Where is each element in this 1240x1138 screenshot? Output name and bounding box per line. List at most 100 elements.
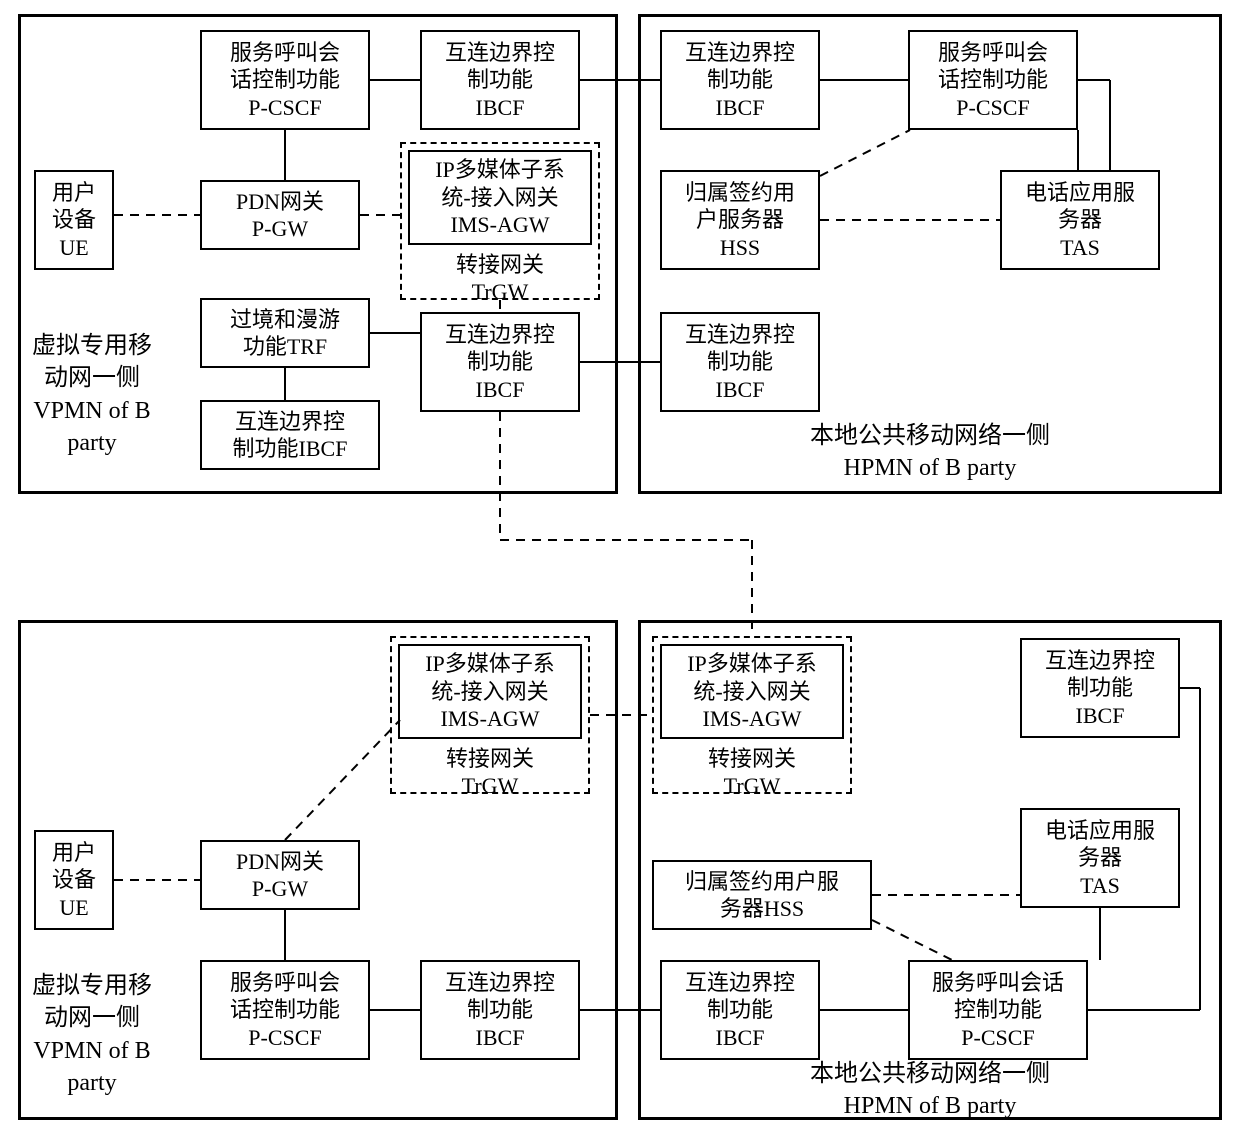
node-line: 过境和漫游 xyxy=(230,306,340,334)
node-line: 务器 xyxy=(1078,844,1122,872)
node-line: UE xyxy=(59,234,88,262)
node-line: 话控制功能 xyxy=(230,996,340,1024)
node-line: IMS-AGW xyxy=(441,705,540,733)
node-line: TAS xyxy=(1060,234,1100,262)
diagram-node: 互连边界控制功能IBCF xyxy=(200,400,380,470)
ims-agw-node: IP多媒体子系统-接入网关IMS-AGW xyxy=(408,150,592,245)
node-line: 互连边界控 xyxy=(1045,647,1155,675)
node-line: 制功能 xyxy=(707,66,773,94)
node-line: 服务呼叫会 xyxy=(230,39,340,67)
node-line: PDN网关 xyxy=(236,848,324,876)
node-line: 用户 xyxy=(52,179,96,207)
node-line: 话控制功能 xyxy=(230,66,340,94)
diagram-node: 电话应用服务器TAS xyxy=(1000,170,1160,270)
diagram-node: 服务呼叫会话控制功能P-CSCF xyxy=(908,30,1078,130)
node-line: 互连边界控 xyxy=(445,969,555,997)
node-line: IBCF xyxy=(476,1024,525,1052)
node-line: IBCF xyxy=(716,376,765,404)
node-line: TAS xyxy=(1080,872,1120,900)
node-line: 服务呼叫会 xyxy=(938,39,1048,67)
node-line: 互连边界控 xyxy=(445,321,555,349)
node-line: TrGW xyxy=(658,772,846,800)
node-line: 务器 xyxy=(1058,206,1102,234)
node-line: 转接网关 xyxy=(396,745,584,773)
node-line: 制功能 xyxy=(467,996,533,1024)
trgw-group: IP多媒体子系统-接入网关IMS-AGW转接网关TrGW xyxy=(400,142,600,300)
diagram-node: 用户设备UE xyxy=(34,830,114,930)
diagram-node: 电话应用服务器TAS xyxy=(1020,808,1180,908)
node-line: 归属签约用 xyxy=(685,179,795,207)
region-label: 本地公共移动网络一侧 HPMN of B party xyxy=(810,420,1050,485)
node-line: IBCF xyxy=(1076,702,1125,730)
node-line: 互连边界控 xyxy=(685,39,795,67)
node-line: 制功能 xyxy=(467,66,533,94)
node-line: 归属签约用户服 xyxy=(685,868,839,896)
region-label: 虚拟专用移 动网一侧 VPMN of B party xyxy=(32,330,152,460)
diagram-node: 互连边界控制功能IBCF xyxy=(420,312,580,412)
node-line: 制功能 xyxy=(1067,674,1133,702)
node-line: 互连边界控 xyxy=(445,39,555,67)
trgw-group: IP多媒体子系统-接入网关IMS-AGW转接网关TrGW xyxy=(390,636,590,794)
node-line: P-CSCF xyxy=(248,94,321,122)
node-line: IP多媒体子系 xyxy=(687,650,817,678)
node-line: P-CSCF xyxy=(961,1024,1034,1052)
node-line: 制功能 xyxy=(467,348,533,376)
diagram-node: 归属签约用户服务器HSS xyxy=(652,860,872,930)
node-line: 互连边界控 xyxy=(685,969,795,997)
node-line: P-GW xyxy=(252,875,308,903)
node-line: 制功能IBCF xyxy=(233,435,348,463)
diagram-node: PDN网关P-GW xyxy=(200,840,360,910)
node-line: IBCF xyxy=(476,94,525,122)
diagram-node: 互连边界控制功能IBCF xyxy=(420,960,580,1060)
node-line: HSS xyxy=(720,234,760,262)
diagram-node: 过境和漫游功能TRF xyxy=(200,298,370,368)
diagram-node: 归属签约用户服务器HSS xyxy=(660,170,820,270)
node-line: TrGW xyxy=(396,772,584,800)
ims-agw-node: IP多媒体子系统-接入网关IMS-AGW xyxy=(398,644,582,739)
node-line: 统-接入网关 xyxy=(441,184,558,212)
node-line: 互连边界控 xyxy=(235,408,345,436)
node-line: IBCF xyxy=(716,94,765,122)
region-label: 虚拟专用移 动网一侧 VPMN of B party xyxy=(32,970,152,1100)
trgw-group: IP多媒体子系统-接入网关IMS-AGW转接网关TrGW xyxy=(652,636,852,794)
ims-agw-node: IP多媒体子系统-接入网关IMS-AGW xyxy=(660,644,844,739)
node-line: 务器HSS xyxy=(720,895,804,923)
diagram-node: 互连边界控制功能IBCF xyxy=(660,960,820,1060)
node-line: 功能TRF xyxy=(243,333,327,361)
node-line: IBCF xyxy=(476,376,525,404)
node-line: 统-接入网关 xyxy=(693,678,810,706)
node-line: IMS-AGW xyxy=(451,211,550,239)
diagram-node: 用户设备UE xyxy=(34,170,114,270)
node-line: UE xyxy=(59,894,88,922)
diagram-canvas: 服务呼叫会话控制功能P-CSCF互连边界控制功能IBCF用户设备UEPDN网关P… xyxy=(0,0,1240,1138)
node-line: 控制功能 xyxy=(954,996,1042,1024)
diagram-node: 互连边界控制功能IBCF xyxy=(1020,638,1180,738)
node-line: 电话应用服 xyxy=(1025,179,1135,207)
node-line: 制功能 xyxy=(707,348,773,376)
diagram-node: 互连边界控制功能IBCF xyxy=(660,312,820,412)
region-label: 本地公共移动网络一侧 HPMN of B party xyxy=(810,1058,1050,1123)
node-line: IP多媒体子系 xyxy=(425,650,555,678)
node-line: 用户 xyxy=(52,839,96,867)
node-line: 电话应用服 xyxy=(1045,817,1155,845)
node-line: P-CSCF xyxy=(956,94,1029,122)
diagram-node: 互连边界控制功能IBCF xyxy=(420,30,580,130)
node-line: P-GW xyxy=(252,215,308,243)
node-line: 制功能 xyxy=(707,996,773,1024)
node-line: TrGW xyxy=(406,278,594,306)
node-line: 转接网关 xyxy=(658,745,846,773)
node-line: P-CSCF xyxy=(248,1024,321,1052)
diagram-node: 服务呼叫会话控制功能P-CSCF xyxy=(200,30,370,130)
node-line: 互连边界控 xyxy=(685,321,795,349)
node-line: IBCF xyxy=(716,1024,765,1052)
trgw-label: 转接网关TrGW xyxy=(654,743,850,806)
node-line: 户服务器 xyxy=(696,206,784,234)
node-line: 统-接入网关 xyxy=(431,678,548,706)
node-line: 话控制功能 xyxy=(938,66,1048,94)
node-line: 设备 xyxy=(52,866,96,894)
node-line: IP多媒体子系 xyxy=(435,156,565,184)
node-line: PDN网关 xyxy=(236,188,324,216)
diagram-node: 服务呼叫会话控制功能P-CSCF xyxy=(200,960,370,1060)
node-line: 服务呼叫会 xyxy=(230,969,340,997)
diagram-node: 服务呼叫会话控制功能P-CSCF xyxy=(908,960,1088,1060)
